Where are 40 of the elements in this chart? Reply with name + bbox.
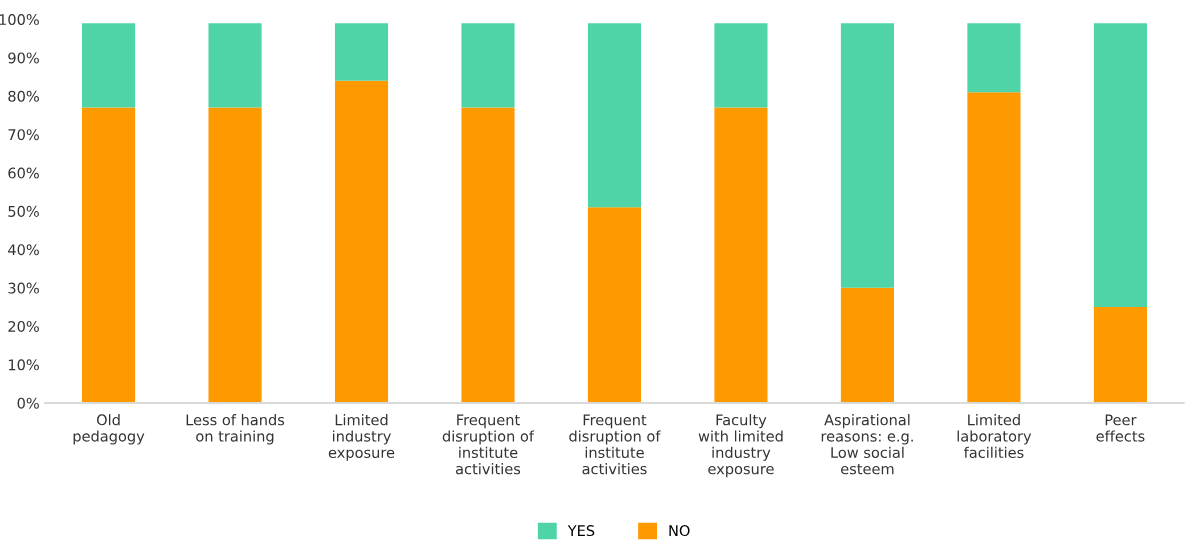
- y-tick-label: 20%: [8, 320, 39, 332]
- y-tick-label: 70%: [8, 129, 39, 141]
- bar: [587, 23, 642, 208]
- y-tick-label: 90%: [8, 52, 39, 64]
- legend-label: NO: [669, 525, 690, 537]
- bar: [461, 23, 515, 108]
- bar: [840, 287, 895, 403]
- bar: [840, 23, 895, 288]
- y-tick-label: 30%: [8, 282, 39, 294]
- bar: [587, 207, 642, 403]
- bar: [334, 23, 389, 81]
- y-tick-label: 40%: [8, 244, 39, 256]
- bar: [334, 80, 389, 403]
- bar: [714, 23, 768, 108]
- x-tick-label: Peer effects: [1096, 414, 1145, 442]
- y-tick-label: 50%: [8, 205, 39, 217]
- y-tick-label: 10%: [8, 359, 39, 371]
- x-tick-label: Frequent disruption of institute activities: [569, 414, 661, 475]
- legend-label: YES: [567, 525, 595, 537]
- y-tick-label: 80%: [8, 90, 39, 102]
- bar: [967, 23, 1021, 93]
- bar: [714, 107, 768, 403]
- x-tick-label: Old pedagogy: [73, 414, 145, 445]
- x-tick-label: Less of hands on training: [186, 414, 285, 445]
- bar: [208, 107, 262, 403]
- bar: [1093, 307, 1147, 403]
- bar: [1093, 23, 1147, 308]
- bar: [81, 23, 136, 108]
- y-tick-label: 100%: [0, 14, 39, 26]
- bar: [461, 107, 515, 403]
- y-tick-label: 0%: [17, 397, 39, 409]
- y-tick-label: 60%: [8, 167, 39, 179]
- x-tick-label: Aspirational reasons: e.g. Low social esteem: [821, 414, 913, 475]
- bar: [81, 107, 136, 403]
- x-tick-label: Limited industry exposure: [328, 414, 395, 461]
- bar: [208, 23, 262, 108]
- bar: [967, 92, 1021, 403]
- x-tick-label: Faculty with limited industry exposure: [698, 414, 783, 478]
- x-tick-label: Frequent disruption of institute activities: [442, 414, 535, 475]
- x-tick-label: Limited laboratory facilities: [957, 414, 1032, 459]
